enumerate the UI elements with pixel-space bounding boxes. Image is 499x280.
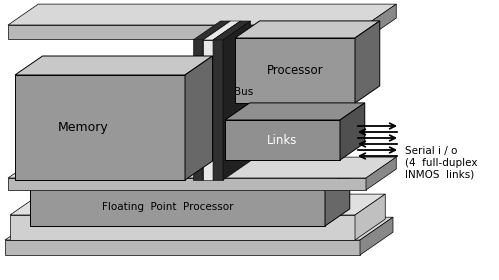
- Text: Memory: Memory: [57, 121, 108, 134]
- Polygon shape: [325, 171, 350, 226]
- Text: Links: Links: [267, 134, 298, 146]
- Polygon shape: [203, 40, 213, 180]
- Text: Bus: Bus: [234, 87, 253, 97]
- Polygon shape: [193, 40, 203, 180]
- Polygon shape: [8, 157, 396, 178]
- Polygon shape: [235, 21, 380, 38]
- Polygon shape: [366, 4, 396, 39]
- Polygon shape: [8, 178, 366, 190]
- Polygon shape: [203, 21, 231, 180]
- Polygon shape: [8, 25, 366, 39]
- Polygon shape: [355, 194, 385, 240]
- Polygon shape: [340, 103, 365, 160]
- Polygon shape: [203, 21, 241, 40]
- Polygon shape: [360, 217, 393, 255]
- Polygon shape: [10, 215, 355, 240]
- Polygon shape: [15, 75, 185, 180]
- Polygon shape: [5, 240, 360, 255]
- Polygon shape: [213, 21, 250, 40]
- Polygon shape: [10, 194, 385, 215]
- Polygon shape: [223, 21, 250, 180]
- Polygon shape: [355, 21, 380, 103]
- Text: Serial i / o
(4  full-duplex
INMOS  links): Serial i / o (4 full-duplex INMOS links): [405, 146, 478, 179]
- Polygon shape: [235, 38, 355, 103]
- Polygon shape: [5, 217, 393, 240]
- Text: Floating  Point  Processor: Floating Point Processor: [102, 202, 233, 212]
- Polygon shape: [30, 171, 350, 188]
- Polygon shape: [30, 188, 325, 226]
- Polygon shape: [8, 4, 396, 25]
- Polygon shape: [225, 103, 365, 120]
- Polygon shape: [193, 21, 231, 40]
- Polygon shape: [15, 56, 213, 75]
- Polygon shape: [213, 40, 223, 180]
- Polygon shape: [366, 157, 396, 190]
- Text: Processor: Processor: [266, 64, 323, 77]
- Polygon shape: [213, 21, 241, 180]
- Polygon shape: [185, 56, 213, 180]
- Polygon shape: [225, 120, 340, 160]
